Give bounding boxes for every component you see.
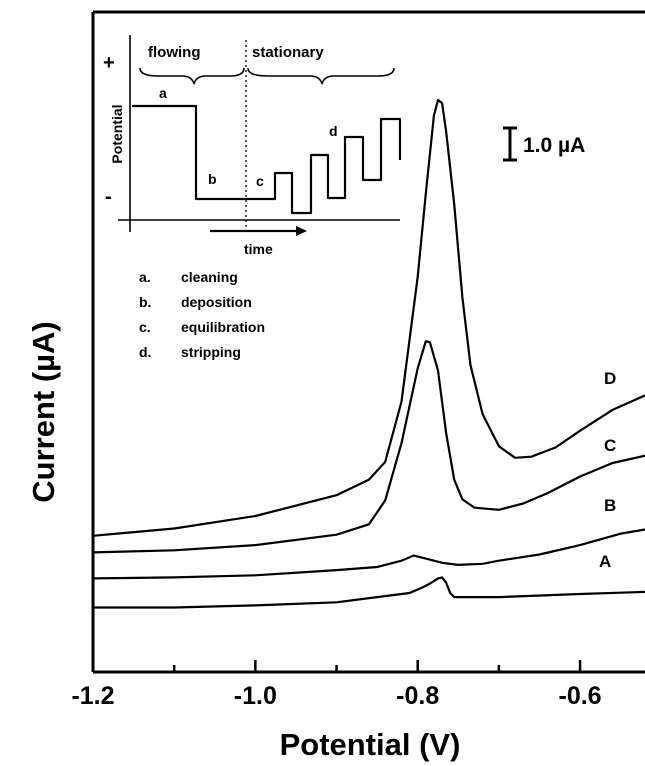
inset-phase-stationary: stationary: [252, 44, 324, 61]
inset-y-label: Potential: [109, 104, 125, 163]
inset-step-d: d: [329, 123, 338, 139]
curve-label-C: C: [604, 436, 616, 455]
inset-minus-sign: -: [105, 186, 112, 208]
y-axis-title: Current (µA): [26, 321, 61, 502]
legend-key-b: b.: [139, 294, 151, 310]
x-tick-label: -1.2: [71, 682, 114, 710]
scale-bar-label: 1.0 µA: [523, 134, 585, 157]
inset-brace-flowing: [139, 67, 245, 85]
plot-frame: [91, 10, 645, 674]
inset-waveform-trace: [132, 104, 402, 215]
inset-step-a: a: [159, 85, 167, 101]
inset-plus-sign: +: [103, 52, 115, 74]
x-axis-title: Potential (V): [280, 727, 461, 762]
inset-phase-flowing: flowing: [148, 44, 201, 61]
data-curves: [92, 98, 645, 609]
inset-step-b: b: [208, 171, 217, 187]
inset-waveform: + - Potential flowing stationary a b c d…: [103, 35, 402, 257]
inset-brace-stationary: [247, 67, 395, 85]
x-axis-tick-labels: -1.2 -1.0 -0.8 -0.6: [71, 682, 601, 710]
scale-bar: 1.0 µA: [503, 126, 585, 162]
curve-C: [92, 340, 645, 554]
x-axis-ticks: [91, 660, 582, 672]
legend-key-c: c.: [139, 319, 151, 335]
inset-time-arrowhead: [296, 226, 307, 236]
legend-text-c: equilibration: [181, 319, 265, 335]
legend-text-b: deposition: [181, 294, 252, 310]
legend-key-a: a.: [139, 269, 151, 285]
curve-label-A: A: [599, 552, 611, 571]
legend-text-d: stripping: [181, 344, 241, 360]
x-tick-label: -1.0: [234, 682, 277, 710]
legend-text-a: cleaning: [181, 269, 238, 285]
inset-step-c: c: [256, 173, 264, 189]
curve-D: [92, 98, 645, 537]
legend-key-d: d.: [139, 344, 151, 360]
curve-label-B: B: [604, 496, 616, 515]
inset-legend: a. cleaning b. deposition c. equilibrati…: [139, 269, 265, 360]
curve-A: [93, 576, 645, 609]
x-tick-label: -0.8: [396, 682, 439, 710]
inset-x-label: time: [244, 241, 273, 257]
curve-label-D: D: [604, 369, 616, 388]
curve-B: [92, 528, 645, 580]
x-tick-label: -0.6: [559, 682, 602, 710]
